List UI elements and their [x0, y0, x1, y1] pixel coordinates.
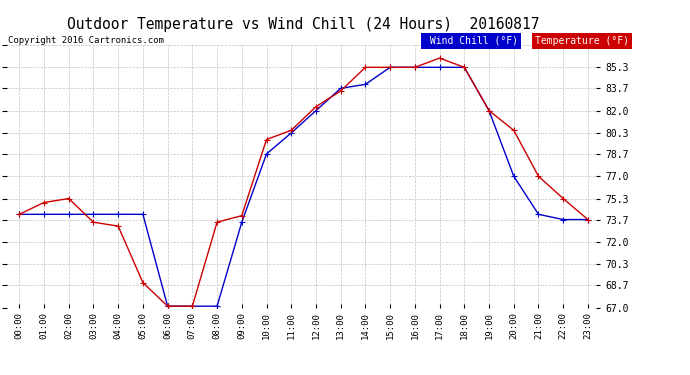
Text: Outdoor Temperature vs Wind Chill (24 Hours)  20160817: Outdoor Temperature vs Wind Chill (24 Ho… [68, 17, 540, 32]
Text: Copyright 2016 Cartronics.com: Copyright 2016 Cartronics.com [8, 36, 164, 45]
Text: Wind Chill (°F): Wind Chill (°F) [424, 36, 518, 46]
Text: Temperature (°F): Temperature (°F) [535, 36, 629, 46]
